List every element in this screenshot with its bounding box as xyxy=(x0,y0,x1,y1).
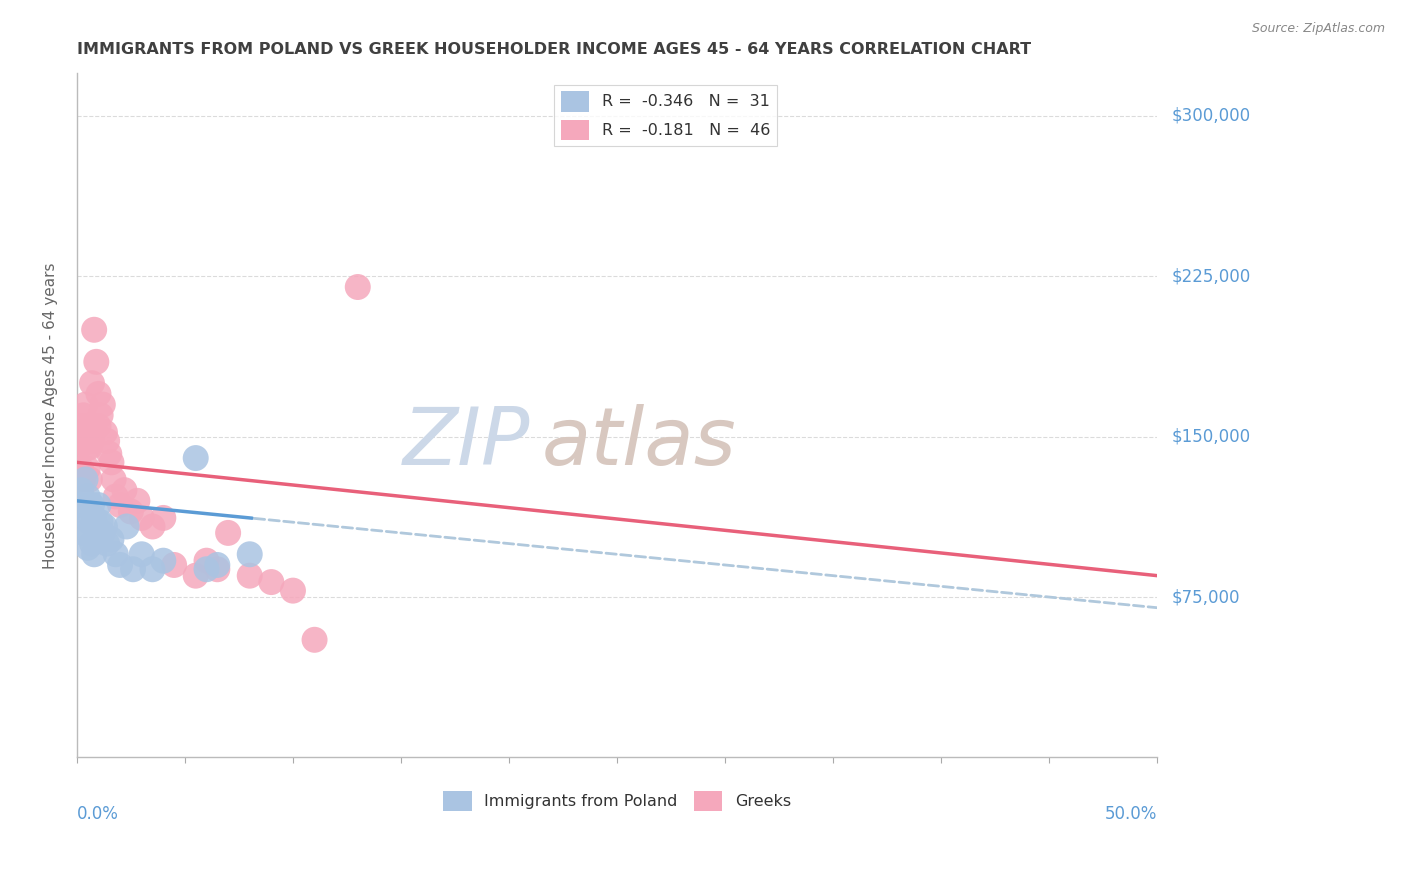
Text: atlas: atlas xyxy=(541,404,737,482)
Point xyxy=(91,525,114,540)
Point xyxy=(76,490,98,504)
Point xyxy=(79,525,101,540)
Point xyxy=(70,462,93,476)
Text: Source: ZipAtlas.com: Source: ZipAtlas.com xyxy=(1251,22,1385,36)
Point xyxy=(141,519,163,533)
Point xyxy=(127,493,149,508)
Point xyxy=(75,472,97,486)
Text: $75,000: $75,000 xyxy=(1171,588,1240,606)
Point xyxy=(67,498,90,512)
Point xyxy=(72,409,94,423)
Point xyxy=(96,434,118,448)
Point xyxy=(346,280,368,294)
Point xyxy=(83,547,105,561)
Text: ZIP: ZIP xyxy=(404,404,530,482)
Point xyxy=(207,558,229,572)
Point xyxy=(75,430,97,444)
Point xyxy=(87,387,110,401)
Point xyxy=(152,511,174,525)
Point xyxy=(184,451,207,466)
Point xyxy=(152,554,174,568)
Point xyxy=(112,483,135,497)
Point xyxy=(122,562,145,576)
Point xyxy=(76,462,98,476)
Point xyxy=(94,519,117,533)
Point xyxy=(76,441,98,455)
Point xyxy=(83,419,105,434)
Point xyxy=(104,547,127,561)
Point xyxy=(131,511,153,525)
Point xyxy=(91,398,114,412)
Point xyxy=(141,562,163,576)
Point xyxy=(75,398,97,412)
Point xyxy=(131,547,153,561)
Text: IMMIGRANTS FROM POLAND VS GREEK HOUSEHOLDER INCOME AGES 45 - 64 YEARS CORRELATIO: IMMIGRANTS FROM POLAND VS GREEK HOUSEHOL… xyxy=(77,42,1031,57)
Point xyxy=(217,525,239,540)
Point xyxy=(260,575,283,590)
Point xyxy=(103,472,125,486)
Point xyxy=(120,504,142,518)
Point xyxy=(86,519,108,533)
Point xyxy=(163,558,186,572)
Point xyxy=(195,554,218,568)
Point xyxy=(80,536,103,550)
Point xyxy=(108,558,131,572)
Text: $300,000: $300,000 xyxy=(1171,107,1250,125)
Point xyxy=(115,519,138,533)
Text: 50.0%: 50.0% xyxy=(1105,805,1157,823)
Text: 0.0%: 0.0% xyxy=(77,805,118,823)
Y-axis label: Householder Income Ages 45 - 64 years: Householder Income Ages 45 - 64 years xyxy=(44,262,58,568)
Point xyxy=(72,525,94,540)
Point xyxy=(79,472,101,486)
Point xyxy=(83,511,105,525)
Point xyxy=(90,515,112,529)
Point xyxy=(96,536,118,550)
Point xyxy=(79,515,101,529)
Point xyxy=(83,323,105,337)
Point xyxy=(98,447,121,461)
Point xyxy=(76,541,98,555)
Point xyxy=(80,434,103,448)
Point xyxy=(90,409,112,423)
Point xyxy=(80,376,103,391)
Point xyxy=(239,547,262,561)
Point xyxy=(100,533,122,547)
Point xyxy=(104,490,127,504)
Point xyxy=(70,419,93,434)
Point xyxy=(79,419,101,434)
Point xyxy=(75,504,97,518)
Text: $150,000: $150,000 xyxy=(1171,427,1250,446)
Point xyxy=(67,472,90,486)
Point xyxy=(239,568,262,582)
Point xyxy=(108,498,131,512)
Point xyxy=(184,568,207,582)
Point xyxy=(207,562,229,576)
Legend: Immigrants from Poland, Greeks: Immigrants from Poland, Greeks xyxy=(436,785,797,818)
Point xyxy=(86,355,108,369)
Point xyxy=(87,498,110,512)
Point xyxy=(195,562,218,576)
Point xyxy=(281,583,304,598)
Point xyxy=(87,419,110,434)
Point xyxy=(70,483,93,497)
Point xyxy=(67,441,90,455)
Point xyxy=(304,632,326,647)
Point xyxy=(72,434,94,448)
Point xyxy=(94,425,117,440)
Text: $225,000: $225,000 xyxy=(1171,268,1250,285)
Point xyxy=(100,455,122,469)
Point xyxy=(72,472,94,486)
Point xyxy=(79,441,101,455)
Point xyxy=(80,498,103,512)
